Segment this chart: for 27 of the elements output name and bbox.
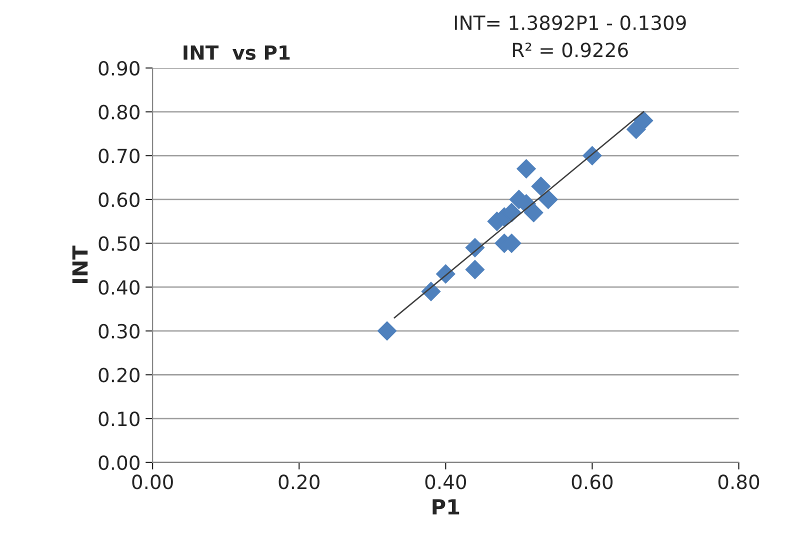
y-tick-label: 0.20 — [98, 368, 140, 382]
y-tick-label: 0.50 — [98, 236, 140, 251]
y-tick-label: 0.00 — [98, 455, 140, 470]
x-tick-label: 0.80 — [718, 474, 760, 490]
x-tick-label: 0.20 — [278, 474, 320, 490]
point — [524, 203, 544, 222]
point — [465, 260, 485, 280]
y-tick-label: 0.40 — [98, 280, 140, 295]
x-tick-label: 0.40 — [425, 474, 466, 490]
point — [378, 321, 397, 340]
text: INT= 1.3892P1 - 0.1309 — [454, 15, 686, 30]
y-axis-title: INT — [72, 246, 88, 283]
y-tick-label: 0.90 — [98, 60, 140, 76]
y-tick-label: 0.10 — [98, 412, 140, 426]
point — [634, 111, 654, 130]
point — [531, 176, 550, 196]
x-tick-label: 0.60 — [572, 474, 613, 490]
chart-title: INT vs P1 — [184, 45, 290, 60]
y-tick-label: 0.60 — [98, 192, 140, 208]
y-tick-label: 0.80 — [98, 104, 140, 120]
x-tick-label: 0.00 — [132, 474, 173, 490]
y-tick-label: 0.30 — [98, 324, 140, 339]
text: R² = 0.9226 — [513, 42, 628, 58]
y-tick-label: 0.70 — [98, 148, 140, 164]
x-axis-title: P1 — [432, 499, 460, 514]
point — [516, 159, 536, 178]
point — [538, 190, 558, 209]
